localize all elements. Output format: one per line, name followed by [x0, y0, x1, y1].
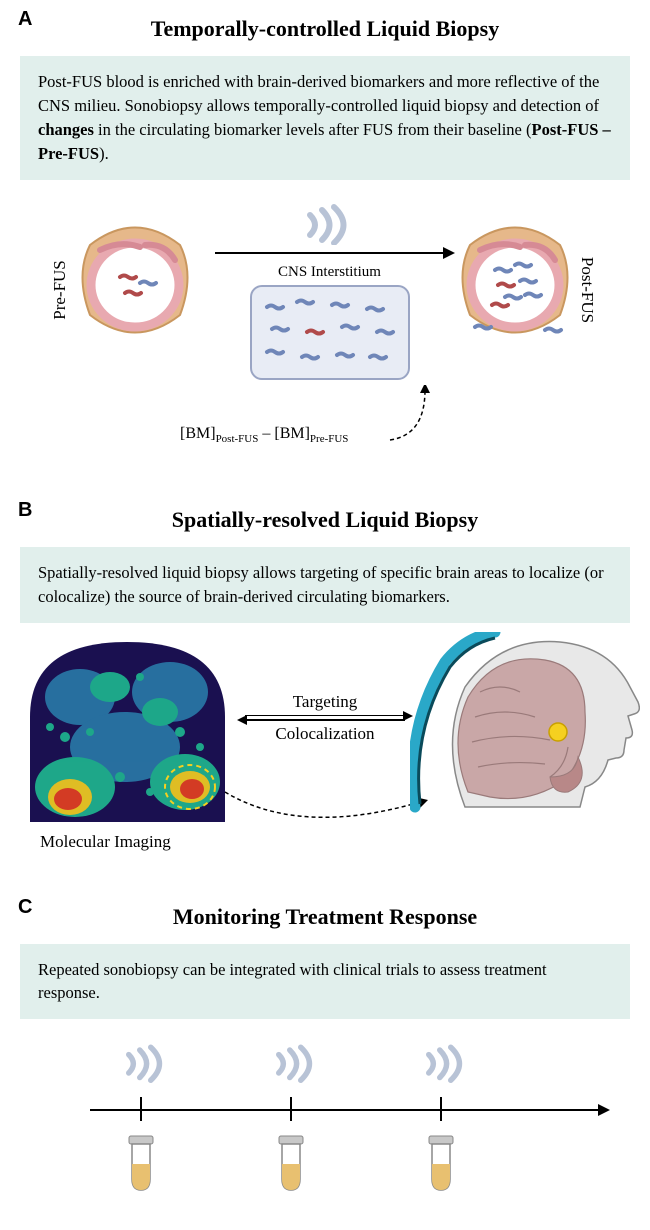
panel-a-diagram: Pre-FUS Post-FUS	[20, 200, 630, 470]
colocalization-label: Colocalization	[245, 724, 405, 744]
panel-c-diagram	[20, 1029, 630, 1209]
panel-a: A Temporally-controlled Liquid Biopsy Po…	[0, 0, 650, 491]
desc-bold: changes	[38, 120, 94, 139]
fus-wave-icon	[115, 1039, 170, 1084]
formula-text: [BM]Post-FUS – [BM]Pre-FUS	[180, 425, 348, 445]
scan-caption: Molecular Imaging	[40, 832, 171, 852]
targeting-label: Targeting	[245, 692, 405, 712]
panel-b-title: Spatially-resolved Liquid Biopsy	[20, 507, 630, 533]
vessel-post-fus-icon	[450, 215, 580, 345]
timeline-tick	[440, 1097, 442, 1121]
panel-a-desc: Post-FUS blood is enriched with brain-de…	[20, 56, 630, 180]
panel-b-diagram: Molecular Imaging Targeting Colocalizati…	[20, 637, 630, 867]
panel-a-title: Temporally-controlled Liquid Biopsy	[20, 16, 630, 42]
fus-wave-icon	[265, 1039, 320, 1084]
timeline-tick	[290, 1097, 292, 1121]
panel-b: B Spatially-resolved Liquid Biopsy Spati…	[0, 491, 650, 888]
sample-tube-icon	[273, 1134, 309, 1194]
panel-b-desc: Spatially-resolved liquid biopsy allows …	[20, 547, 630, 623]
timeline-tick	[140, 1097, 142, 1121]
sample-tube-icon	[423, 1134, 459, 1194]
patient-head-icon	[410, 632, 640, 832]
fus-wave-icon	[415, 1039, 470, 1084]
panel-c-label: C	[18, 896, 32, 919]
vessel-pre-fus-icon	[70, 215, 200, 345]
panel-a-label: A	[18, 8, 32, 31]
desc-text: ).	[99, 144, 109, 163]
pre-fus-label: Pre-FUS	[50, 260, 70, 320]
timeline-axis-icon	[90, 1109, 600, 1111]
sample-tube-icon	[123, 1134, 159, 1194]
targeting-arrows: Targeting Colocalization	[245, 692, 405, 744]
panel-c-title: Monitoring Treatment Response	[20, 904, 630, 930]
molecular-imaging-icon	[20, 637, 235, 827]
desc-text: Post-FUS blood is enriched with brain-de…	[38, 72, 599, 115]
panel-b-label: B	[18, 499, 32, 522]
arrow-right-icon	[245, 715, 405, 717]
cns-interstitium-icon	[250, 285, 410, 380]
cns-label: CNS Interstitium	[278, 264, 381, 281]
panel-c-desc: Repeated sonobiopsy can be integrated wi…	[20, 944, 630, 1020]
arrow-left-icon	[245, 719, 405, 721]
arrow-pre-to-post-icon	[215, 252, 445, 254]
desc-text: in the circulating biomarker levels afte…	[94, 120, 532, 139]
fus-wave-icon	[295, 200, 355, 245]
dashed-arrow-icon	[385, 385, 455, 445]
dashed-arrow-b-icon	[220, 782, 430, 842]
panel-c: C Monitoring Treatment Response Repeated…	[0, 888, 650, 1230]
